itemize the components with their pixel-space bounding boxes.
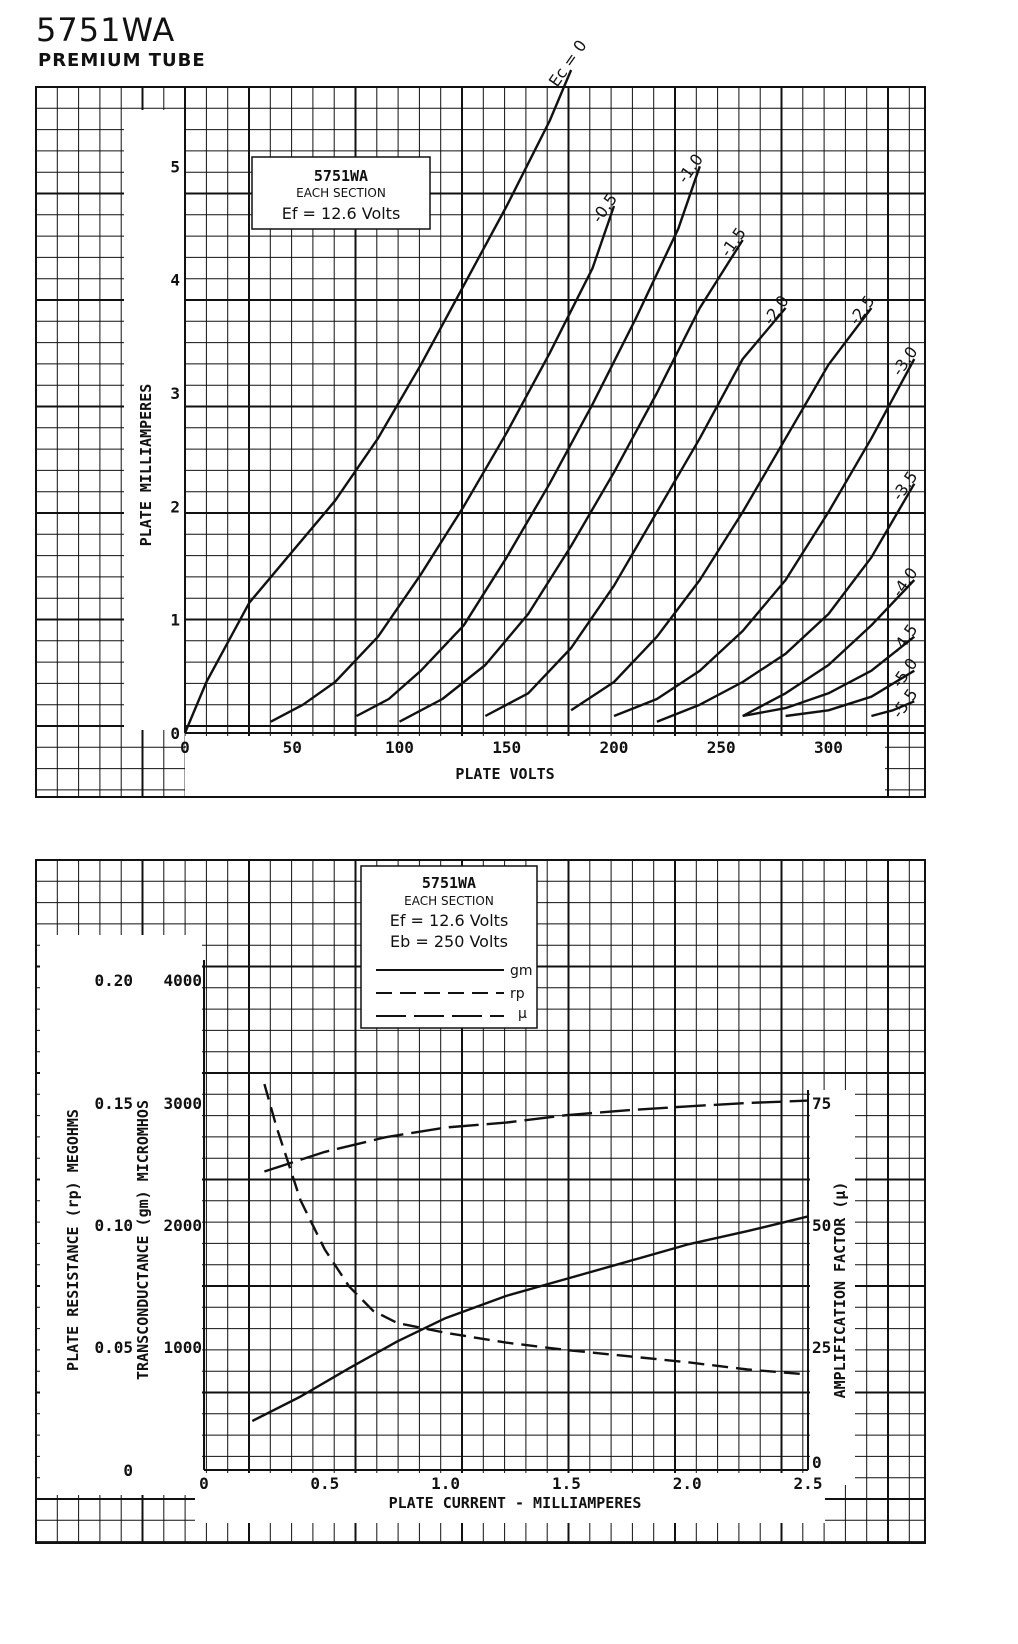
x-tick-label: 150 — [492, 738, 521, 757]
curve-05 — [270, 205, 616, 723]
x-axis-panel — [185, 736, 885, 796]
x-tick-label: 250 — [707, 738, 736, 757]
x-tick-label: 200 — [600, 738, 629, 757]
legend-title: 5751WA — [314, 167, 368, 185]
x-tick-label: 1.0 — [431, 1474, 460, 1493]
x-axis-label: PLATE CURRENT - MILLIAMPERES — [389, 1494, 642, 1512]
curve-label: -4.5 — [888, 620, 921, 656]
x-tick-label: 1.5 — [552, 1474, 581, 1493]
curve-15 — [398, 239, 744, 723]
gm-tick-label: 2000 — [163, 1216, 202, 1235]
chart-frame — [35, 859, 926, 1544]
legend-rp-label: rp — [510, 986, 525, 1002]
curve-label: -1.5 — [716, 224, 749, 260]
curve-label: -2.0 — [759, 292, 792, 328]
curve-label: -3.5 — [888, 467, 921, 503]
legend-line: Ef = 12.6 Volts — [390, 911, 509, 930]
legend-box — [360, 865, 538, 1029]
curve-rp — [263, 1083, 809, 1376]
curve-label: Ec = 0 — [545, 36, 591, 90]
legend-gm-label: gm — [510, 963, 533, 979]
x-tick-label: 0 — [180, 738, 190, 757]
curve-20 — [484, 307, 787, 718]
curve-40 — [742, 579, 916, 718]
curve-mu — [264, 1099, 809, 1173]
x-axis-label: PLATE VOLTS — [455, 765, 554, 783]
curve-label: -4.0 — [888, 564, 921, 600]
gm-axis-label: TRANSCONDUCTANCE (gm) MICROMHOS — [134, 1100, 152, 1380]
curve-45 — [742, 635, 916, 718]
mu-tick-label: 75 — [812, 1094, 831, 1113]
legend-box — [251, 156, 431, 230]
curve-gm — [251, 1215, 809, 1423]
mu-tick-label: 25 — [812, 1338, 831, 1357]
legend-line: Ef = 12.6 Volts — [282, 204, 401, 223]
curve-label: -5.5 — [888, 685, 921, 721]
y-axis-panel — [124, 110, 184, 730]
curve-30 — [613, 358, 916, 718]
curve-label: -1.0 — [673, 150, 706, 186]
y-tick-label: 4 — [170, 271, 180, 290]
page-title: 5751WA — [36, 11, 176, 49]
legend-title: 5751WA — [422, 874, 476, 892]
rp-tick-label: 0.20 — [94, 971, 133, 990]
y-tick-label: 0 — [170, 724, 180, 743]
mu-tick-label: 0 — [812, 1453, 822, 1472]
x-tick-label: 100 — [385, 738, 414, 757]
gm-tick-label: 4000 — [163, 971, 202, 990]
x-tick-label: 0 — [199, 1474, 209, 1493]
rp-tick-label: 0 — [123, 1461, 133, 1480]
legend-line: EACH SECTION — [404, 894, 494, 908]
y-axis-label: PLATE MILLIAMPERES — [137, 384, 155, 547]
curve-50 — [785, 669, 915, 718]
right-axis-panel — [810, 1090, 855, 1485]
legend-mu-label: µ — [518, 1006, 527, 1022]
mu-axis-label: AMPLIFICATION FACTOR (µ) — [831, 1182, 849, 1399]
gm-tick-label: 1000 — [163, 1338, 202, 1357]
x-tick-label: 2.0 — [673, 1474, 702, 1493]
x-tick-label: 300 — [814, 738, 843, 757]
curve-10 — [356, 165, 701, 718]
page-subtitle: PREMIUM TUBE — [38, 50, 206, 71]
rp-tick-label: 0.10 — [94, 1216, 133, 1235]
rp-tick-label: 0.05 — [94, 1338, 133, 1357]
x-tick-label: 2.5 — [794, 1474, 823, 1493]
legend-line: EACH SECTION — [296, 186, 386, 200]
chart-frame — [35, 86, 926, 798]
legend-line: Eb = 250 Volts — [390, 932, 508, 951]
curve-Ec0 — [183, 69, 573, 734]
y-tick-label: 1 — [170, 611, 180, 630]
x-axis-panel — [195, 1473, 825, 1523]
rp-tick-label: 0.15 — [94, 1094, 133, 1113]
rp-axis-label: PLATE RESISTANCE (rp) MEGOHMS — [64, 1109, 82, 1371]
y-tick-label: 5 — [170, 157, 180, 176]
curve-label: -3.0 — [888, 343, 921, 379]
y-tick-label: 3 — [170, 384, 180, 403]
curve-55 — [871, 700, 915, 718]
left-axis-panel — [40, 935, 202, 1495]
x-tick-label: 0.5 — [310, 1474, 339, 1493]
curve-label: -0.5 — [588, 190, 621, 226]
gm-tick-label: 3000 — [163, 1094, 202, 1113]
y-tick-label: 2 — [170, 497, 180, 516]
curve-label: -2.5 — [845, 292, 878, 328]
mu-tick-label: 50 — [812, 1216, 831, 1235]
x-tick-label: 50 — [283, 738, 302, 757]
page-header: 5751WA PREMIUM TUBE — [36, 12, 206, 71]
curve-25 — [570, 307, 873, 712]
curve-35 — [656, 483, 916, 723]
